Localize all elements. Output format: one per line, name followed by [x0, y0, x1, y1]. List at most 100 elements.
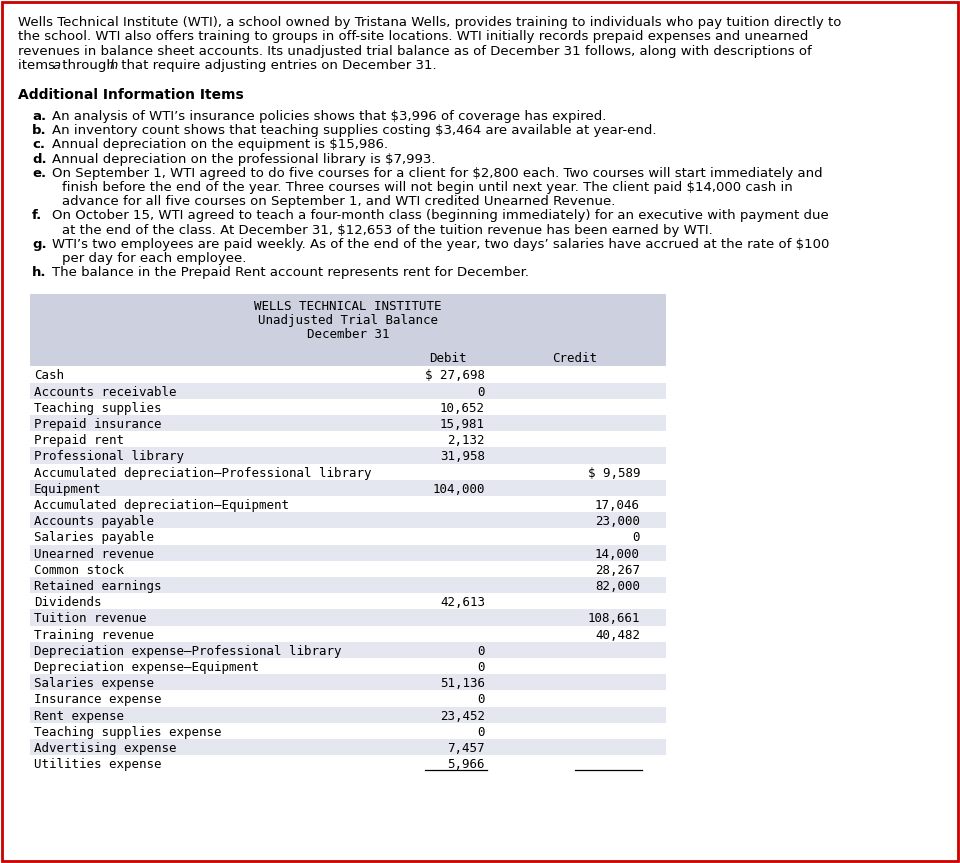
Text: Advertising expense: Advertising expense: [34, 742, 177, 755]
Text: 40,482: 40,482: [595, 628, 640, 641]
Text: 5,966: 5,966: [447, 759, 485, 772]
Text: h.: h.: [32, 266, 46, 280]
Bar: [30, 513, 666, 528]
Text: 108,661: 108,661: [588, 613, 640, 626]
Text: 0: 0: [477, 693, 485, 707]
Bar: [30, 349, 666, 367]
Text: Prepaid rent: Prepaid rent: [34, 434, 124, 447]
Bar: [30, 480, 666, 496]
Text: 17,046: 17,046: [595, 499, 640, 512]
Text: Insurance expense: Insurance expense: [34, 693, 161, 707]
Text: 31,958: 31,958: [440, 450, 485, 463]
Text: The balance in the Prepaid Rent account represents rent for December.: The balance in the Prepaid Rent account …: [52, 266, 529, 280]
Text: Retained earnings: Retained earnings: [34, 580, 161, 593]
Text: Wells Technical Institute (WTI), a school owned by Tristana Wells, provides trai: Wells Technical Institute (WTI), a schoo…: [18, 16, 841, 29]
Bar: [30, 642, 666, 658]
Bar: [30, 609, 666, 626]
Text: through: through: [58, 60, 119, 72]
Text: 2,132: 2,132: [447, 434, 485, 447]
Bar: [30, 593, 666, 609]
Text: Cash: Cash: [34, 369, 64, 382]
Text: Unadjusted Trial Balance: Unadjusted Trial Balance: [258, 314, 438, 327]
Text: 7,457: 7,457: [447, 742, 485, 755]
Text: Professional library: Professional library: [34, 450, 184, 463]
Text: $ 27,698: $ 27,698: [425, 369, 485, 382]
Bar: [30, 496, 666, 513]
Text: Salaries payable: Salaries payable: [34, 532, 154, 545]
Text: 51,136: 51,136: [440, 677, 485, 690]
Text: revenues in balance sheet accounts. Its unadjusted trial balance as of December : revenues in balance sheet accounts. Its …: [18, 45, 812, 58]
Text: Accounts payable: Accounts payable: [34, 515, 154, 528]
Bar: [30, 755, 666, 772]
Bar: [30, 707, 666, 723]
Text: Teaching supplies: Teaching supplies: [34, 402, 161, 415]
Bar: [30, 577, 666, 593]
Text: 104,000: 104,000: [433, 482, 485, 496]
Text: On October 15, WTI agreed to teach a four-month class (beginning immediately) fo: On October 15, WTI agreed to teach a fou…: [52, 210, 828, 223]
Text: Accumulated depreciation–Professional library: Accumulated depreciation–Professional li…: [34, 467, 372, 480]
Text: the school. WTI also offers training to groups in off-site locations. WTI initia: the school. WTI also offers training to …: [18, 30, 808, 43]
Text: WTI’s two employees are paid weekly. As of the end of the year, two days’ salari: WTI’s two employees are paid weekly. As …: [52, 238, 829, 251]
Text: a: a: [52, 60, 60, 72]
Text: Additional Information Items: Additional Information Items: [18, 88, 244, 102]
Text: An inventory count shows that teaching supplies costing $3,464 are available at : An inventory count shows that teaching s…: [52, 124, 657, 137]
Text: h: h: [110, 60, 118, 72]
Text: 82,000: 82,000: [595, 580, 640, 593]
Text: December 31: December 31: [307, 329, 389, 342]
Text: On September 1, WTI agreed to do five courses for a client for $2,800 each. Two : On September 1, WTI agreed to do five co…: [52, 167, 823, 180]
Bar: [30, 723, 666, 739]
Text: 23,000: 23,000: [595, 515, 640, 528]
Text: that require adjusting entries on December 31.: that require adjusting entries on Decemb…: [117, 60, 437, 72]
Text: Salaries expense: Salaries expense: [34, 677, 154, 690]
Text: 28,267: 28,267: [595, 564, 640, 576]
Bar: [30, 294, 666, 349]
Text: Accumulated depreciation–Equipment: Accumulated depreciation–Equipment: [34, 499, 289, 512]
Text: Accounts receivable: Accounts receivable: [34, 386, 177, 399]
Text: $ 9,589: $ 9,589: [588, 467, 640, 480]
Text: 14,000: 14,000: [595, 548, 640, 561]
Bar: [30, 626, 666, 642]
Text: 15,981: 15,981: [440, 418, 485, 431]
Bar: [30, 463, 666, 480]
Bar: [30, 367, 666, 382]
Text: Training revenue: Training revenue: [34, 628, 154, 641]
Text: Equipment: Equipment: [34, 482, 102, 496]
Text: Depreciation expense–Professional library: Depreciation expense–Professional librar…: [34, 645, 342, 658]
Text: WELLS TECHNICAL INSTITUTE: WELLS TECHNICAL INSTITUTE: [254, 300, 442, 313]
Text: g.: g.: [32, 238, 47, 251]
Text: per day for each employee.: per day for each employee.: [62, 252, 247, 265]
Text: Rent expense: Rent expense: [34, 709, 124, 722]
Bar: [30, 528, 666, 545]
Text: 10,652: 10,652: [440, 402, 485, 415]
Text: c.: c.: [32, 138, 45, 151]
Bar: [30, 561, 666, 577]
Text: 0: 0: [477, 661, 485, 674]
Text: Unearned revenue: Unearned revenue: [34, 548, 154, 561]
Bar: [30, 432, 666, 447]
Text: 0: 0: [477, 386, 485, 399]
Bar: [30, 545, 666, 561]
Text: Credit: Credit: [553, 352, 597, 365]
Text: advance for all five courses on September 1, and WTI credited Unearned Revenue.: advance for all five courses on Septembe…: [62, 195, 615, 208]
Text: f.: f.: [32, 210, 42, 223]
Text: 0: 0: [477, 726, 485, 739]
Text: 0: 0: [477, 645, 485, 658]
Text: a.: a.: [32, 110, 46, 123]
Text: 42,613: 42,613: [440, 596, 485, 609]
Text: 0: 0: [633, 532, 640, 545]
Bar: [30, 447, 666, 463]
Text: Annual depreciation on the equipment is $15,986.: Annual depreciation on the equipment is …: [52, 138, 388, 151]
Text: Prepaid insurance: Prepaid insurance: [34, 418, 161, 431]
Text: at the end of the class. At December 31, $12,653 of the tuition revenue has been: at the end of the class. At December 31,…: [62, 224, 712, 236]
Text: Utilities expense: Utilities expense: [34, 759, 161, 772]
Text: Common stock: Common stock: [34, 564, 124, 576]
Bar: [30, 674, 666, 690]
Text: Tuition revenue: Tuition revenue: [34, 613, 147, 626]
Text: Teaching supplies expense: Teaching supplies expense: [34, 726, 222, 739]
Text: d.: d.: [32, 153, 47, 166]
Bar: [30, 399, 666, 415]
Text: 23,452: 23,452: [440, 709, 485, 722]
Bar: [30, 739, 666, 755]
Bar: [30, 415, 666, 432]
Text: Dividends: Dividends: [34, 596, 102, 609]
